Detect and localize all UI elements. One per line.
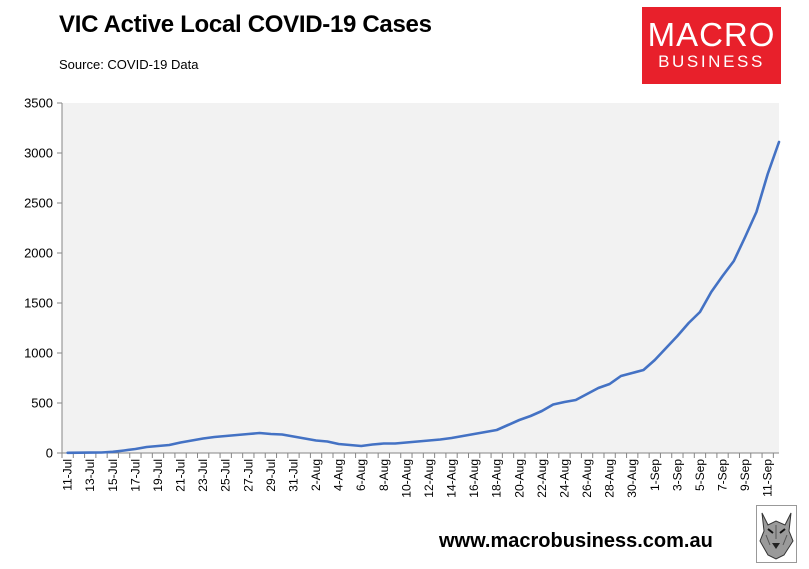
x-tick-label: 29-Jul bbox=[264, 459, 278, 492]
chart-title: VIC Active Local COVID-19 Cases bbox=[59, 11, 432, 38]
wolf-mascot-icon bbox=[756, 505, 797, 563]
x-tick-label: 30-Aug bbox=[625, 459, 639, 498]
x-tick-label: 3-Sep bbox=[670, 459, 684, 491]
series-line-active-cases bbox=[66, 140, 781, 455]
y-tick-label: 3500 bbox=[24, 96, 53, 111]
macrobusiness-logo: MACRO BUSINESS bbox=[642, 7, 781, 84]
x-tick-label: 12-Aug bbox=[422, 459, 436, 498]
x-tick-label: 25-Jul bbox=[219, 459, 233, 492]
x-tick-label: 11-Jul bbox=[61, 459, 75, 491]
x-tick-label: 11-Sep bbox=[761, 459, 775, 497]
x-tick-label: 26-Aug bbox=[580, 459, 594, 498]
chart-source: Source: COVID-19 Data bbox=[59, 57, 199, 72]
y-tick-label: 1500 bbox=[24, 296, 53, 311]
x-tick-label: 8-Aug bbox=[377, 459, 391, 491]
y-tick-label: 2000 bbox=[24, 246, 53, 261]
x-tick-label: 16-Aug bbox=[467, 459, 481, 498]
logo-text-macro: MACRO bbox=[647, 16, 776, 53]
plot-area bbox=[62, 103, 779, 453]
y-tick-label: 1000 bbox=[24, 346, 53, 361]
y-tick-label: 500 bbox=[31, 396, 53, 411]
y-tick-label: 2500 bbox=[24, 196, 53, 211]
x-tick-label: 10-Aug bbox=[399, 459, 413, 498]
x-tick-label: 22-Aug bbox=[535, 459, 549, 498]
x-tick-label: 1-Sep bbox=[648, 459, 662, 491]
x-tick-label: 15-Jul bbox=[106, 459, 120, 492]
x-tick-label: 5-Sep bbox=[693, 459, 707, 491]
x-tick-label: 19-Jul bbox=[151, 459, 165, 492]
x-tick-label: 24-Aug bbox=[557, 459, 571, 498]
x-tick-label: 9-Sep bbox=[738, 459, 752, 491]
x-tick-label: 21-Jul bbox=[174, 459, 188, 492]
x-tick-label: 4-Aug bbox=[332, 459, 346, 491]
x-tick-label: 6-Aug bbox=[354, 459, 368, 491]
x-tick-label: 23-Jul bbox=[196, 459, 210, 492]
x-tick-label: 18-Aug bbox=[490, 459, 504, 498]
x-tick-label: 28-Aug bbox=[603, 459, 617, 498]
x-tick-label: 2-Aug bbox=[309, 459, 323, 491]
logo-text-business: BUSINESS bbox=[658, 52, 765, 71]
x-tick-label: 7-Sep bbox=[716, 459, 730, 491]
x-tick-label: 27-Jul bbox=[241, 459, 255, 492]
footer-url: www.macrobusiness.com.au bbox=[439, 530, 713, 552]
y-tick-label: 3000 bbox=[24, 146, 53, 161]
x-tick-label: 14-Aug bbox=[445, 459, 459, 498]
x-tick-label: 13-Jul bbox=[83, 459, 97, 492]
y-tick-label: 0 bbox=[46, 446, 53, 461]
x-tick-label: 17-Jul bbox=[128, 459, 142, 492]
x-tick-label: 20-Aug bbox=[512, 459, 526, 498]
x-tick-label: 31-Jul bbox=[286, 459, 300, 492]
